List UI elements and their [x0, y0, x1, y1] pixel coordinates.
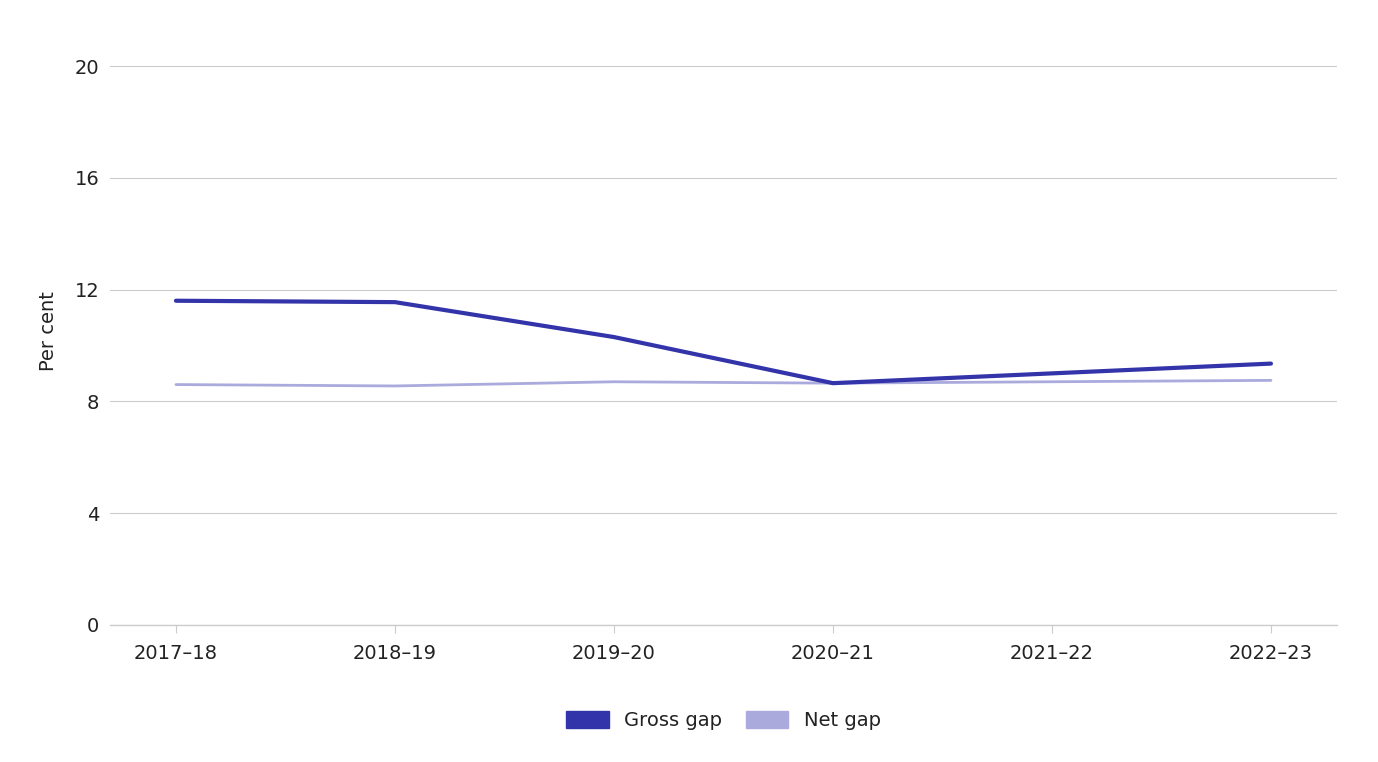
Line: Net gap: Net gap — [176, 380, 1271, 386]
Gross gap — [606, 332, 623, 341]
Gross gap — [387, 298, 404, 307]
Gross gap — [168, 296, 185, 306]
Line: Gross gap: Gross gap — [176, 301, 1271, 383]
Net gap — [1262, 376, 1279, 385]
Gross gap — [824, 379, 841, 388]
Net gap — [824, 379, 841, 388]
Gross gap — [1043, 369, 1060, 378]
Net gap — [168, 380, 185, 389]
Y-axis label: Per cent: Per cent — [39, 292, 58, 371]
Net gap — [1043, 377, 1060, 386]
Legend: Gross gap, Net gap: Gross gap, Net gap — [566, 711, 881, 730]
Net gap — [387, 382, 404, 391]
Net gap — [606, 377, 623, 386]
Gross gap — [1262, 359, 1279, 368]
